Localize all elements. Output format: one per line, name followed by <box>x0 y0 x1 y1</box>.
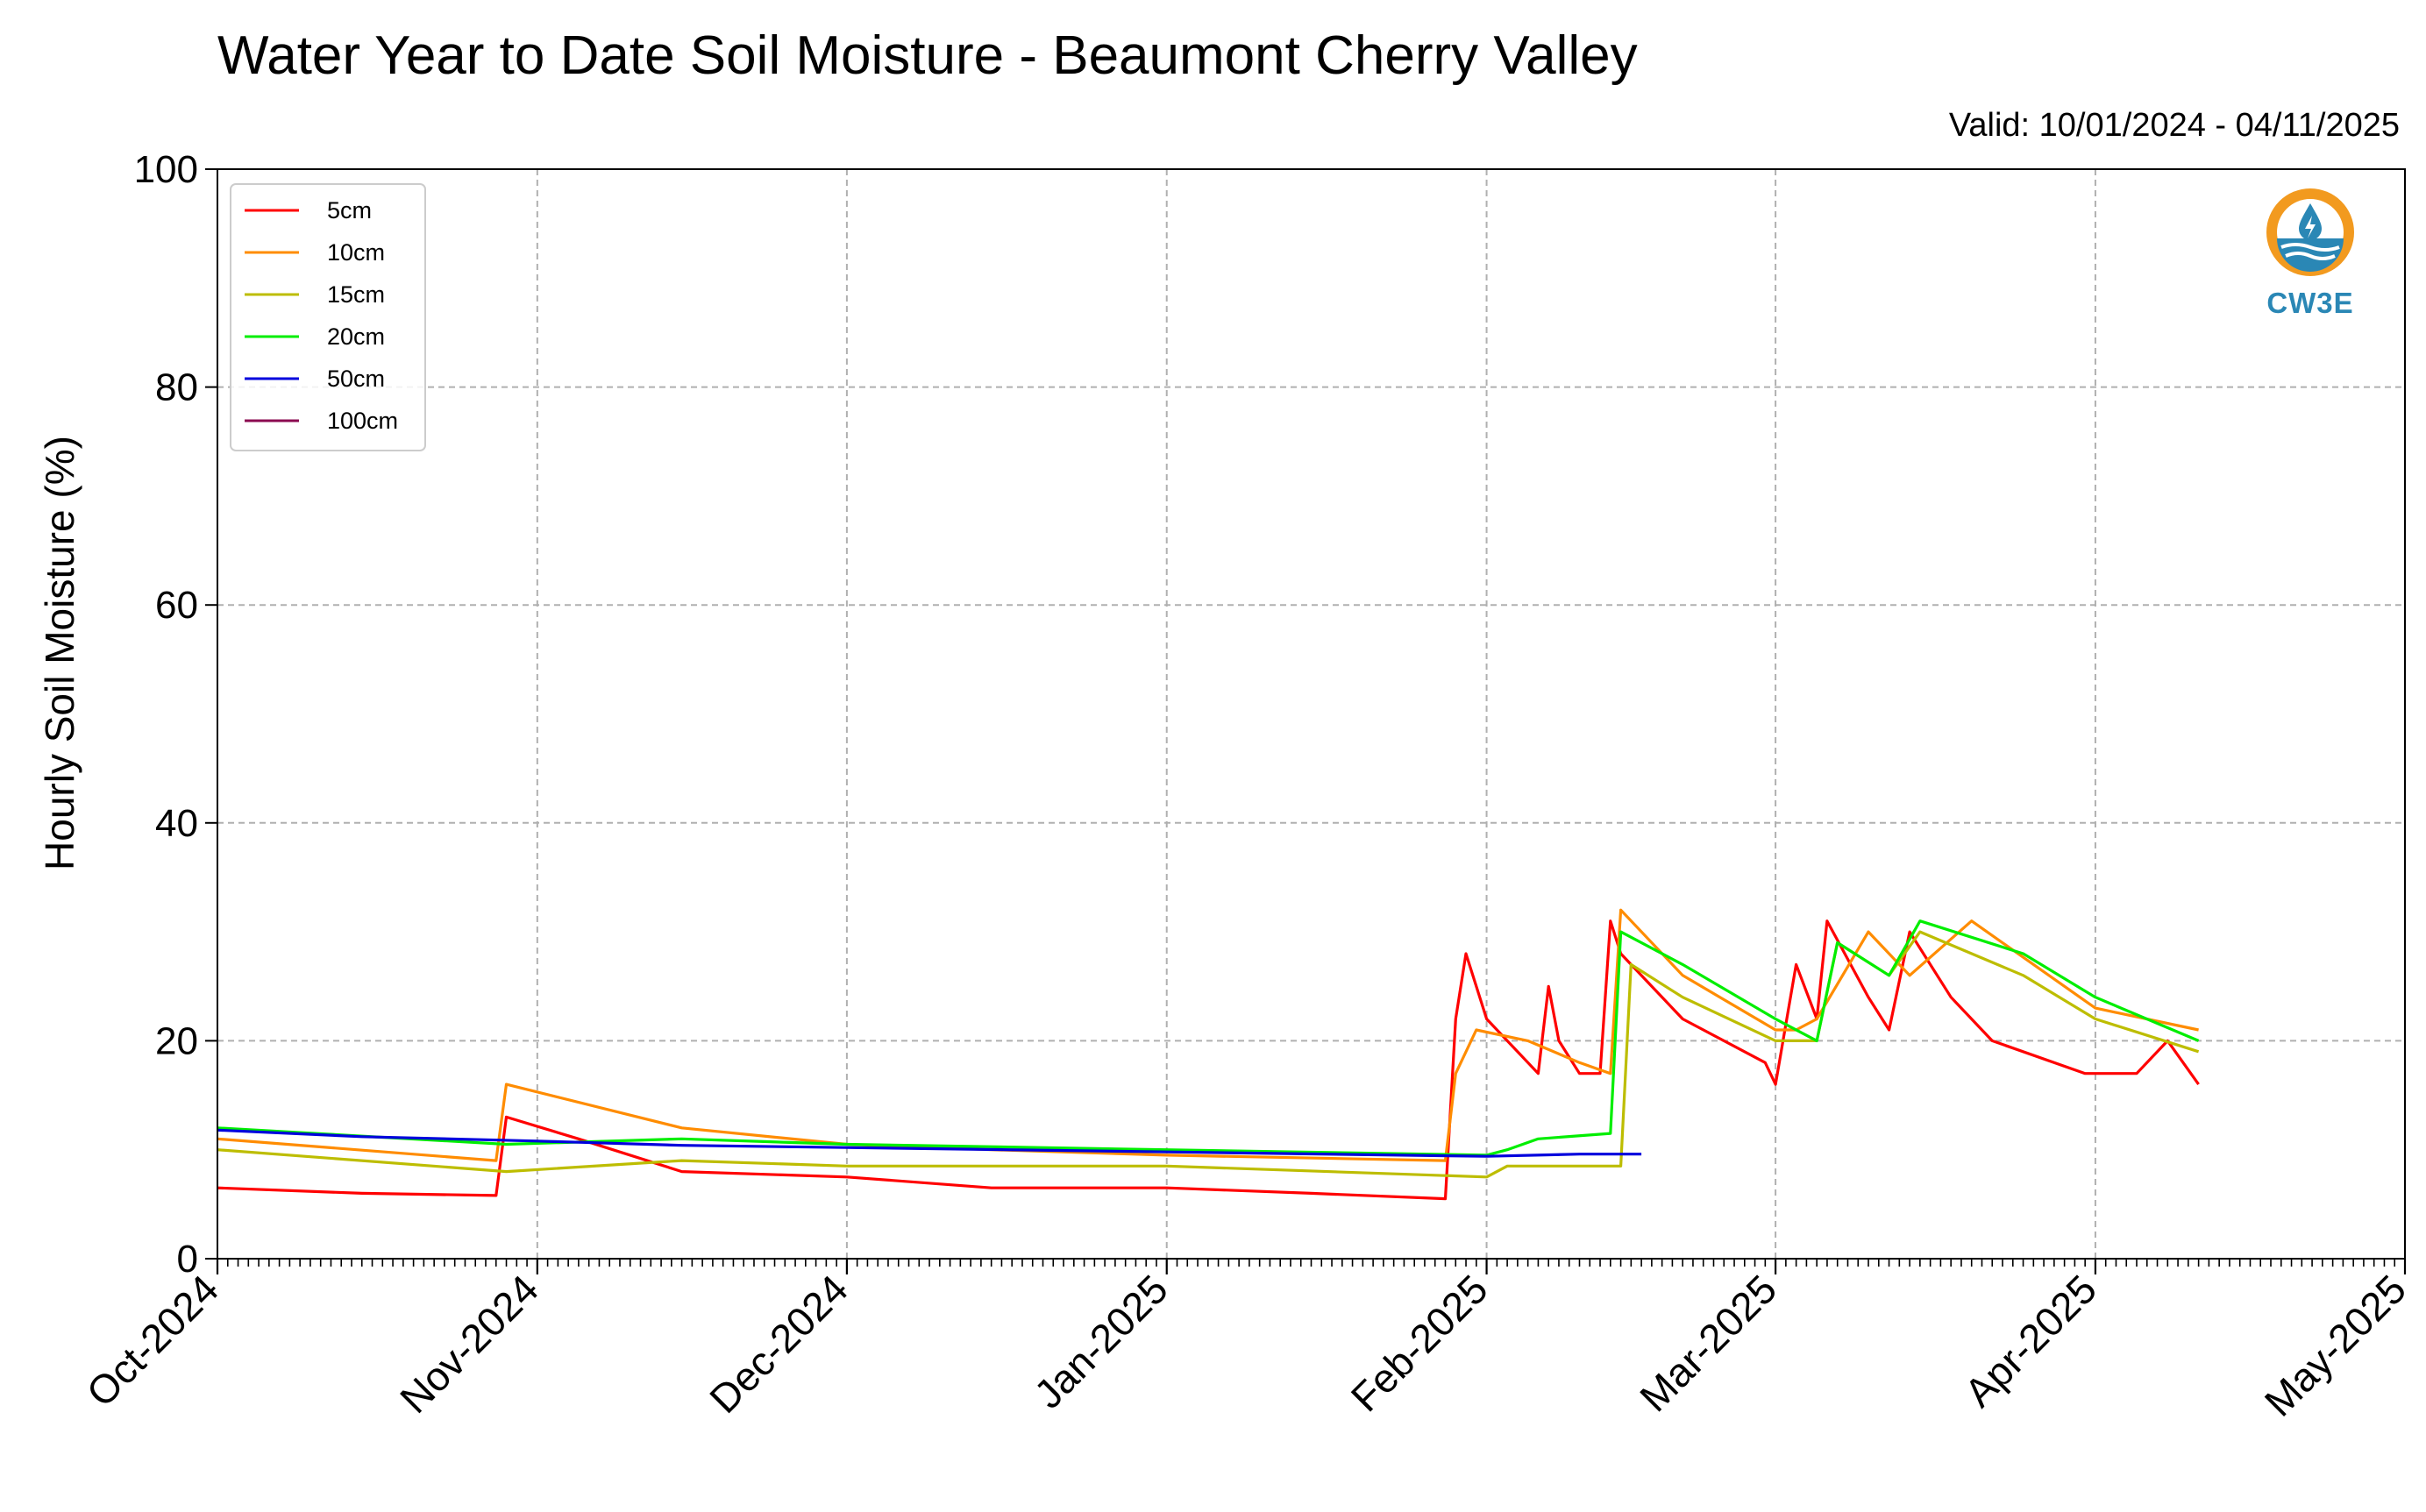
y-tick-label: 60 <box>155 584 198 627</box>
cw3e-logo: CW3E <box>2262 184 2358 320</box>
y-tick-label: 100 <box>134 148 198 191</box>
x-tick-label: Apr-2025 <box>1955 1266 2105 1416</box>
legend: 5cm 10cm 15cm 20cm 50cm 100cm <box>230 183 426 451</box>
legend-label: 100cm <box>327 408 398 434</box>
series-line-15cm <box>217 930 2200 1179</box>
y-tick-label: 0 <box>177 1238 198 1281</box>
cw3e-logo-text: CW3E <box>2266 287 2354 319</box>
series-line-20cm <box>217 919 2200 1157</box>
valid-date-range: Valid: 10/01/2024 - 04/11/2025 <box>1948 107 2400 144</box>
grid-lines <box>217 169 2405 1259</box>
x-tick-label: Mar-2025 <box>1631 1266 1785 1420</box>
x-tick-label: Dec-2024 <box>701 1266 857 1422</box>
series-line-5cm <box>217 919 2200 1201</box>
chart-title: Water Year to Date Soil Moisture - Beaum… <box>217 25 1638 86</box>
series-line-10cm <box>217 908 2199 1162</box>
legend-box <box>230 183 426 451</box>
axes: 0 20 40 60 80 100 Oct-2024 Nov-2024 Dec-2024 Jan-… <box>78 148 2415 1425</box>
legend-label: 15cm <box>327 281 385 308</box>
y-tick-label: 40 <box>155 802 198 845</box>
legend-label: 20cm <box>327 323 385 350</box>
cw3e-logo-icon <box>2266 188 2354 276</box>
x-tick-label: Oct-2024 <box>78 1266 228 1416</box>
y-tick-label: 80 <box>155 366 198 409</box>
x-tick-label: Jan-2025 <box>1025 1266 1176 1416</box>
legend-label: 50cm <box>327 366 385 392</box>
y-tick-label: 20 <box>155 1019 198 1062</box>
legend-label: 10cm <box>327 239 385 266</box>
legend-label: 5cm <box>327 197 372 224</box>
x-tick-label: May-2025 <box>2256 1266 2415 1424</box>
x-tick-label: Feb-2025 <box>1342 1266 1497 1420</box>
series-lines <box>217 908 2200 1201</box>
x-tick-label: Nov-2024 <box>391 1266 547 1422</box>
series-line-50cm <box>217 1128 1642 1158</box>
